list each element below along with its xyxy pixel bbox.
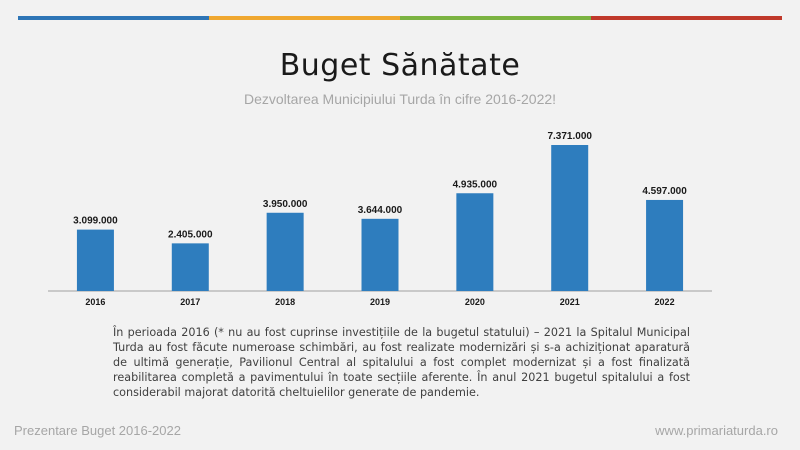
top-bar-segment-red <box>591 16 782 20</box>
bar-2022 <box>646 199 684 291</box>
bar-2018 <box>266 212 304 291</box>
value-label-2017: 2.405.000 <box>168 229 213 240</box>
value-label-2021: 7.371.000 <box>547 131 592 142</box>
footer-website: www.primariaturda.ro <box>655 423 778 438</box>
top-bar-segment-orange <box>209 16 400 20</box>
slide-title: Buget Sănătate <box>279 48 521 83</box>
slide-subtitle: Dezvoltarea Municipiului Turda în cifre … <box>243 91 557 107</box>
footer-presentation-label: Prezentare Buget 2016-2022 <box>14 423 181 438</box>
value-label-2019: 3.644.000 <box>358 205 403 216</box>
bar-2017 <box>171 243 209 291</box>
bar-2021 <box>551 145 589 291</box>
x-tick-label-2019: 2019 <box>370 297 390 307</box>
bar-2020 <box>456 193 494 291</box>
value-label-2018: 3.950.000 <box>263 199 308 210</box>
value-label-2020: 4.935.000 <box>453 179 498 190</box>
budget-bar-chart: 3.099.000 2016 2.405.000 2017 3.950.000 2018 3… <box>48 131 712 307</box>
x-tick-label-2020: 2020 <box>465 297 485 307</box>
x-tick-label-2018: 2018 <box>275 297 295 307</box>
bar-2019 <box>361 218 399 291</box>
x-tick-label-2017: 2017 <box>180 297 200 307</box>
value-label-2016: 3.099.000 <box>73 216 118 227</box>
top-bar-segment-green <box>400 16 591 20</box>
top-color-bar <box>18 16 782 20</box>
value-label-2022: 4.597.000 <box>642 186 687 197</box>
x-tick-label-2022: 2022 <box>655 297 675 307</box>
description-text: În perioada 2016 (* nu au fost cuprinse … <box>113 326 690 399</box>
top-bar-segment-blue <box>18 16 209 20</box>
x-tick-label-2016: 2016 <box>85 297 105 307</box>
x-tick-label-2021: 2021 <box>560 297 580 307</box>
bar-2016 <box>76 229 114 291</box>
